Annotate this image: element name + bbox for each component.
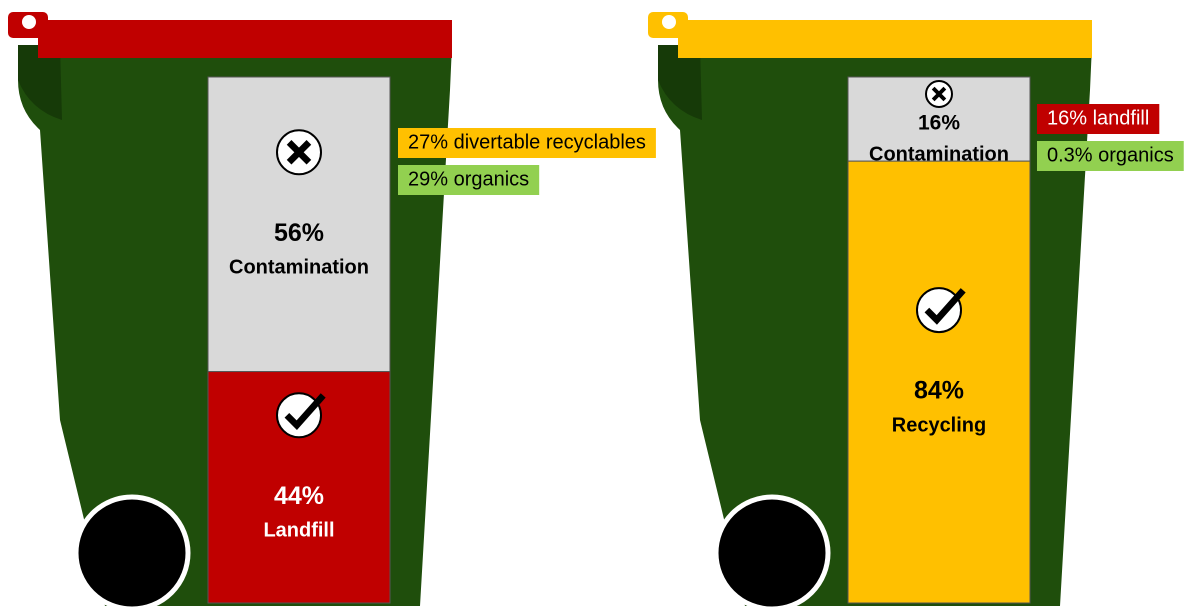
- bin: 56% Contamination 44% Landfill 27% divertabl…: [8, 12, 656, 609]
- bin-lid: [38, 20, 452, 58]
- note-text: 29% organics: [408, 168, 529, 190]
- infographic: 56% Contamination 44% Landfill 27% divertabl…: [0, 0, 1191, 614]
- lid-hole: [22, 15, 36, 29]
- icon-circle: [917, 288, 961, 332]
- segment-value: 56%: [274, 219, 324, 247]
- note-text: 0.3% organics: [1047, 144, 1174, 166]
- segment-value: 84%: [914, 377, 964, 405]
- wheel: [716, 497, 828, 609]
- wheel: [76, 497, 188, 609]
- segment-label: Recycling: [892, 414, 986, 436]
- bin-lid: [678, 20, 1092, 58]
- note-text: 27% divertable recyclables: [408, 131, 646, 153]
- segment-value: 44%: [274, 482, 324, 510]
- note-text: 16% landfill: [1047, 107, 1149, 129]
- segment-value: 16%: [918, 112, 960, 135]
- icon-circle: [277, 393, 321, 437]
- segment-label: Contamination: [229, 257, 369, 279]
- segment-label: Landfill: [263, 520, 334, 542]
- lid-hole: [662, 15, 676, 29]
